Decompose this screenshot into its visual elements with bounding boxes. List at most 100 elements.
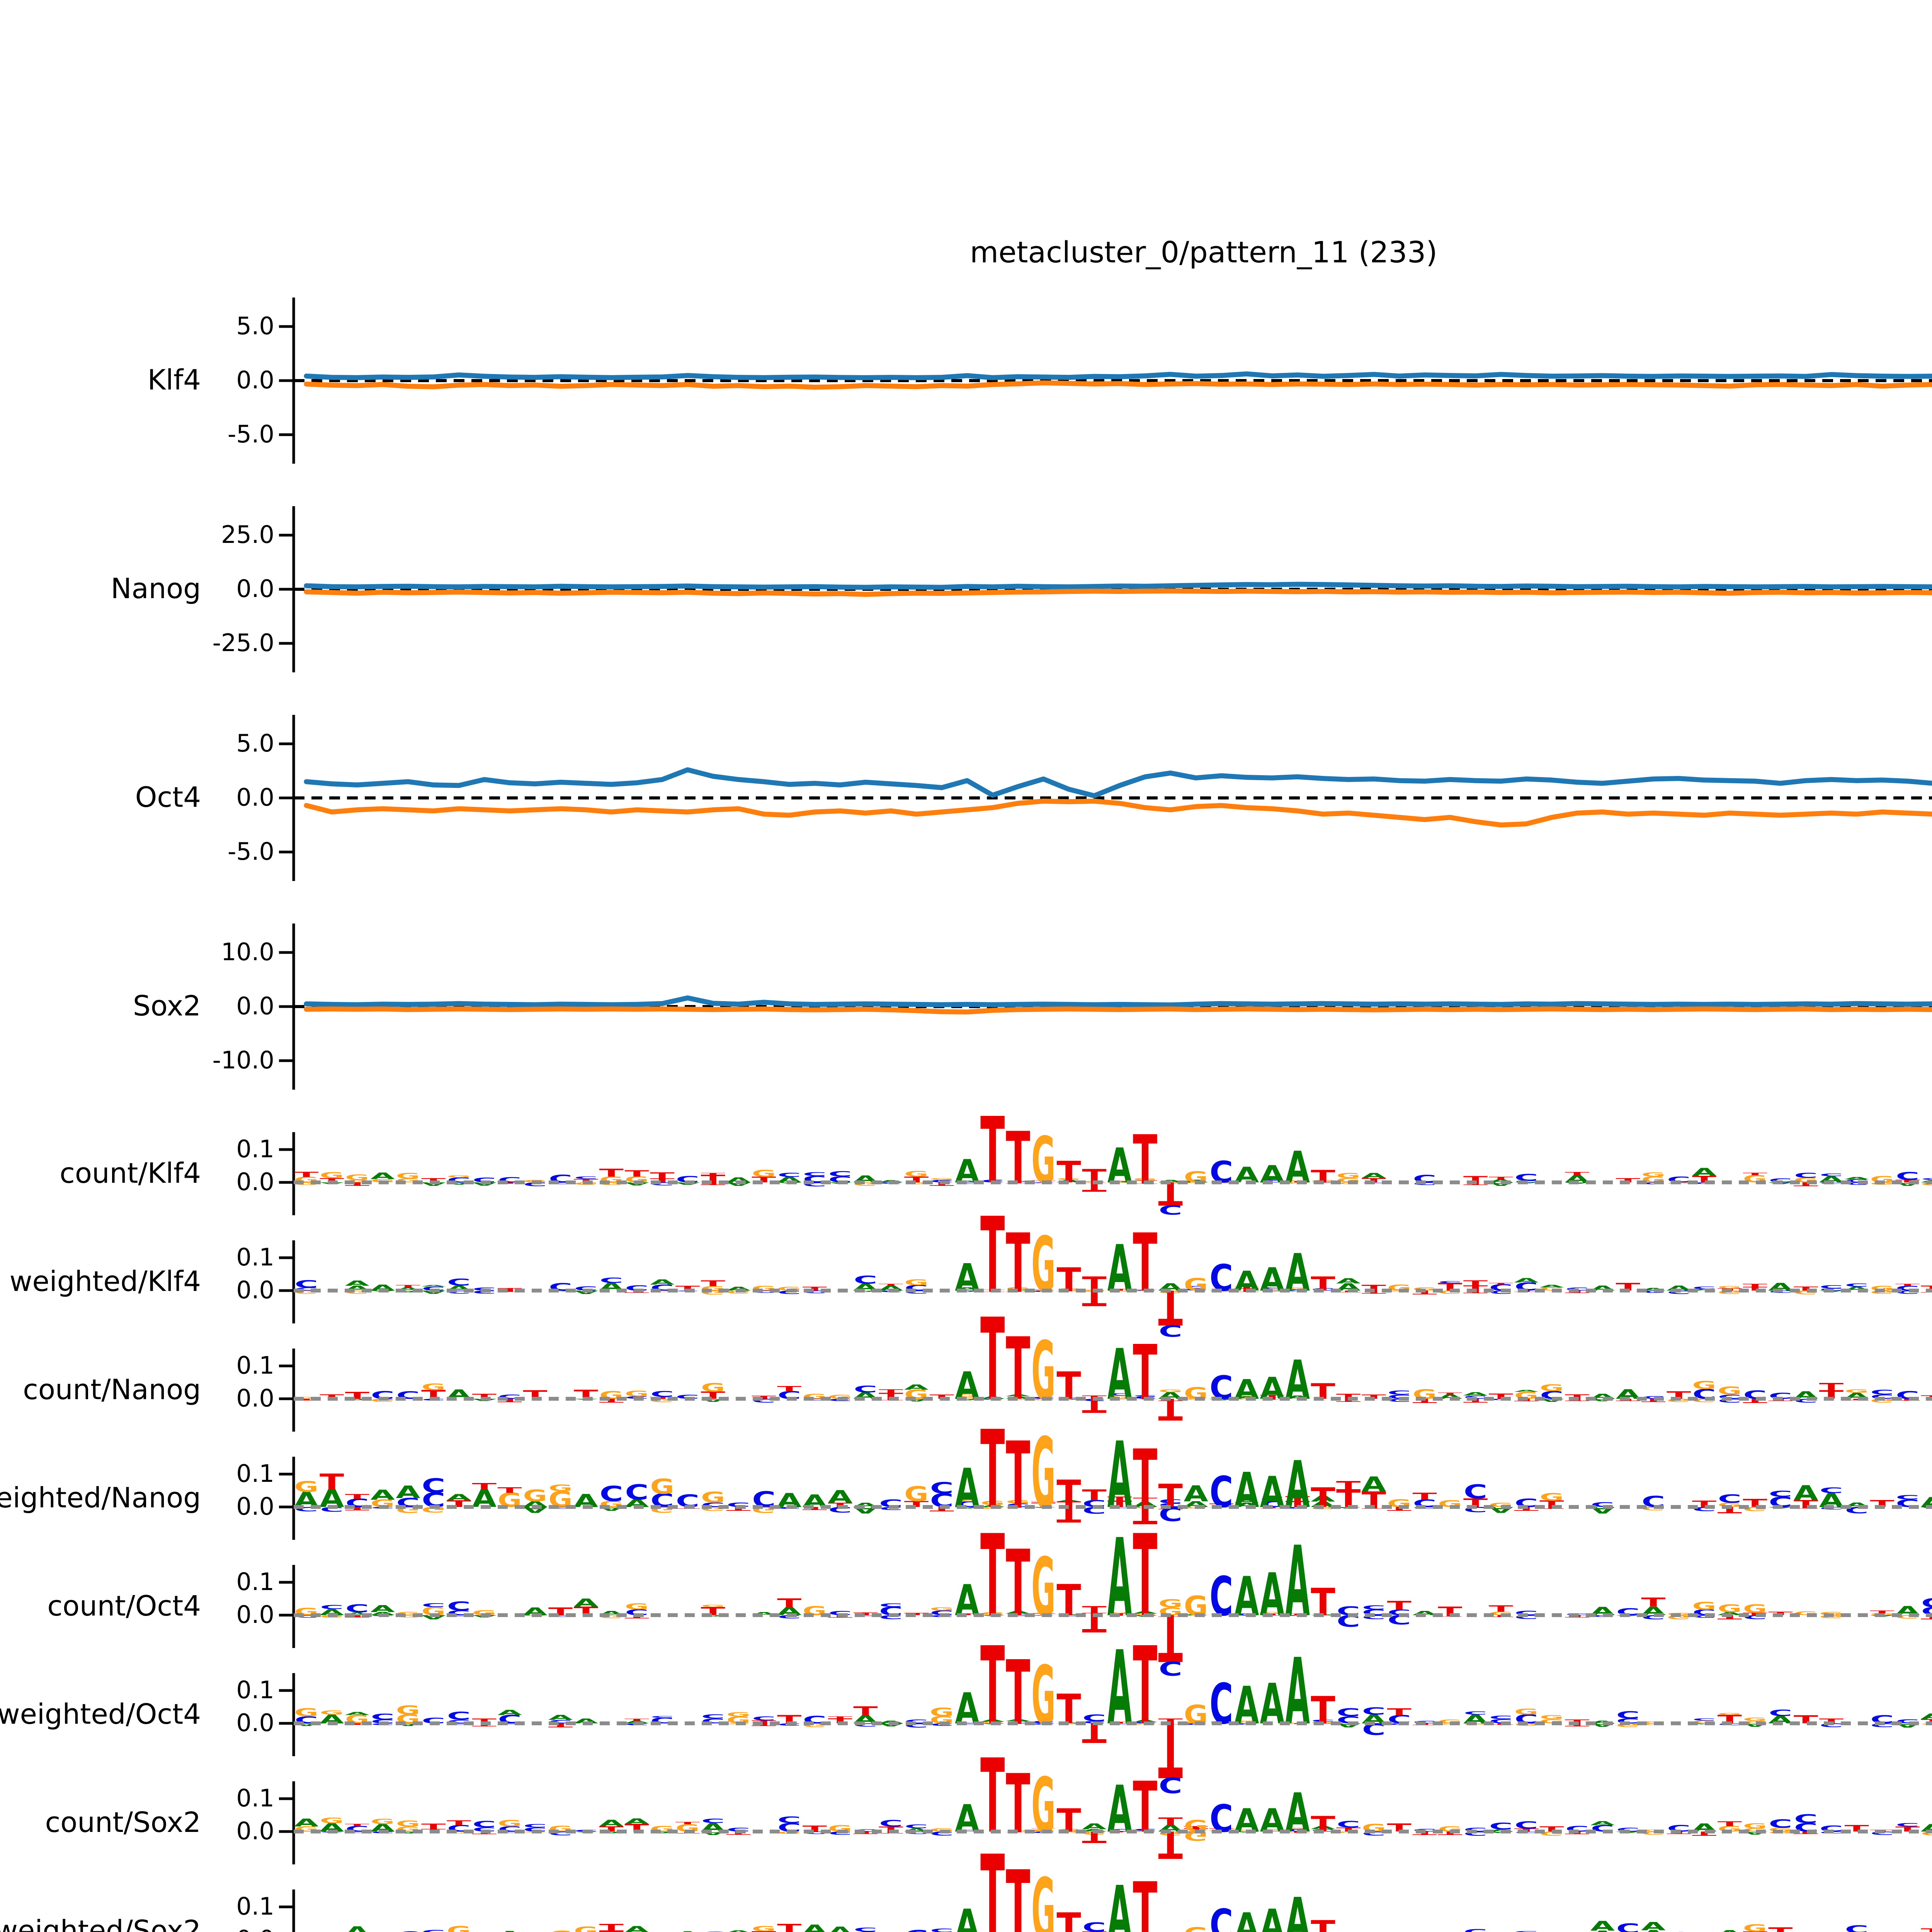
- logo-letter-G: G: [1743, 1720, 1767, 1724]
- logo-letter-G: G: [294, 1478, 318, 1495]
- logo-letter-A: A: [955, 1290, 980, 1292]
- logo-letter-T: T: [1209, 1828, 1233, 1831]
- logo-letter-G: G: [650, 1475, 674, 1499]
- logo-letter-T: T: [1031, 1501, 1056, 1503]
- panel-count_sox2: GAAGCCTCAGCGGATTCTGCCTCGCCCGGCCATAATAGAG…: [279, 1737, 1932, 1866]
- logo-letter-G: G: [1489, 1931, 1513, 1932]
- logo-letter-T: T: [1539, 1506, 1564, 1509]
- logo-letter-C: C: [752, 1290, 776, 1293]
- logo-letter-T: T: [345, 1493, 370, 1500]
- logo-letter-T: T: [1158, 1279, 1183, 1335]
- logo-letter-A: A: [1107, 1870, 1132, 1932]
- logo-letter-T: T: [1844, 1931, 1869, 1932]
- logo-letter-C: C: [1921, 1177, 1932, 1180]
- logo-letter-A: A: [980, 1719, 1005, 1723]
- ytick-label-nanog-0.0: 0.0: [236, 575, 274, 603]
- panel-label-sox2: Sox2: [133, 990, 201, 1022]
- logo-letter-G: G: [1286, 1827, 1310, 1829]
- logo-letter-C: C: [574, 1176, 598, 1180]
- logo-letter-G: G: [1031, 1124, 1055, 1197]
- logo-letter-A: A: [904, 1398, 929, 1403]
- logo-letter-A: A: [1107, 1516, 1132, 1641]
- panel-sox2: [279, 923, 1932, 1090]
- logo-letter-G: G: [396, 1172, 420, 1180]
- logo-letter-C: C: [498, 1723, 522, 1725]
- logo-letter-T: T: [1260, 1394, 1284, 1399]
- logo-letter-T: T: [980, 1624, 1005, 1749]
- logo-letter-G: G: [904, 1182, 928, 1185]
- logo-letter-G: G: [1718, 1713, 1742, 1716]
- logo-letter-G: G: [345, 1179, 369, 1183]
- logo-letter-T: T: [1895, 1283, 1920, 1287]
- logo-letter-C: C: [777, 1815, 801, 1825]
- logo-letter-A: A: [370, 1603, 395, 1614]
- logo-letter-C: C: [1896, 1494, 1919, 1501]
- logo-letter-A: A: [1590, 1398, 1615, 1402]
- logo-letter-A: A: [1006, 1290, 1031, 1291]
- logo-letter-C: C: [930, 1930, 954, 1932]
- logo-letter-T: T: [1158, 1706, 1183, 1793]
- logo-letter-T: T: [472, 1481, 497, 1492]
- logo-letter-C: C: [905, 1831, 928, 1835]
- logo-letter-G: G: [726, 1931, 750, 1932]
- logo-letter-C: C: [905, 1823, 928, 1829]
- logo-letter-T: T: [1184, 1826, 1208, 1829]
- logo-letter-T: T: [1438, 1392, 1462, 1395]
- logo-letter-C: C: [345, 1831, 369, 1833]
- logo-letter-G: G: [930, 1705, 954, 1719]
- logo-letter-A: A: [1006, 1180, 1031, 1182]
- logo-letter-G: G: [930, 1178, 954, 1180]
- logo-letter-A: A: [1260, 1803, 1285, 1839]
- logo-letter-C: C: [1159, 1498, 1182, 1505]
- logo-letter-T: T: [828, 1716, 852, 1719]
- logo-letter-A: A: [1794, 1481, 1818, 1505]
- ytick-label-count_nanog-0.0: 0.0: [236, 1384, 274, 1412]
- logo-letter-G: G: [1107, 1612, 1131, 1613]
- logo-letter-C: C: [1082, 1920, 1106, 1932]
- logo-letter-T: T: [320, 1470, 344, 1495]
- logo-letter-G: G: [955, 1495, 979, 1503]
- figure-title: metacluster_0/pattern_11 (233): [969, 235, 1438, 269]
- logo-letter-T: T: [1031, 1828, 1056, 1830]
- logo-letter-A: A: [828, 1487, 852, 1507]
- logo-letter-A: A: [1285, 1243, 1310, 1303]
- logo-letter-A: A: [1056, 1614, 1081, 1616]
- panel-nanog: [279, 506, 1932, 672]
- logo-letter-G: G: [599, 1182, 623, 1186]
- ytick-label-count_sox2-0.1: 0.1: [236, 1784, 274, 1812]
- logo-letter-T: T: [980, 1511, 1005, 1642]
- logo-letter-A: A: [294, 1816, 319, 1829]
- logo-letter-G: G: [1260, 1611, 1284, 1614]
- logo-letter-C: C: [1896, 1170, 1919, 1182]
- logo-letter-C: C: [956, 1723, 979, 1725]
- logo-letter-T: T: [1158, 1600, 1183, 1675]
- logo-letter-C: C: [1591, 1615, 1614, 1617]
- logo-letter-C: C: [422, 1602, 445, 1608]
- logo-letter-G: G: [1718, 1285, 1742, 1289]
- logo-letter-A: A: [955, 1257, 979, 1300]
- logo-letter-C: C: [345, 1602, 369, 1615]
- logo-letter-G: G: [1184, 1590, 1208, 1622]
- logo-letter-G: G: [447, 1924, 471, 1932]
- logo-letter-C: C: [1794, 1172, 1818, 1180]
- logo-letter-C: C: [422, 1475, 445, 1497]
- logo-letter-C: C: [1209, 1468, 1233, 1517]
- logo-letter-T: T: [1056, 1686, 1081, 1733]
- logo-letter-T: T: [1311, 1689, 1335, 1732]
- logo-letter-A: A: [1285, 1143, 1310, 1193]
- logo-letter-T: T: [701, 1182, 725, 1186]
- logo-letter-T: T: [497, 1486, 522, 1495]
- logo-letter-T: T: [1387, 1706, 1412, 1718]
- logo-letter-G: G: [701, 1604, 725, 1608]
- logo-letter-A: A: [548, 1714, 573, 1721]
- logo-letter-G: G: [904, 1278, 928, 1287]
- panel-oct4: [279, 715, 1932, 881]
- logo-letter-G: G: [1006, 1830, 1030, 1832]
- logo-letter-G: G: [1184, 1923, 1208, 1932]
- ytick-label-count_oct4-0.1: 0.1: [236, 1568, 274, 1596]
- logo-letter-T: T: [599, 1928, 624, 1932]
- logo-letter-G: G: [396, 1703, 420, 1717]
- logo-letter-C: C: [422, 1929, 445, 1932]
- logo-letter-G: G: [1031, 1762, 1055, 1850]
- logo-letter-A: A: [1056, 1398, 1081, 1400]
